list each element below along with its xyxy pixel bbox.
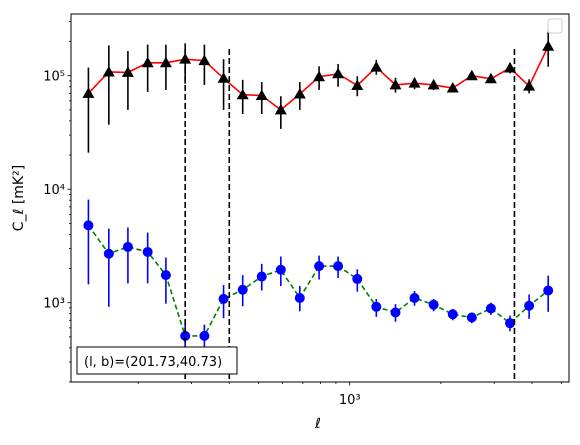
data-point xyxy=(466,312,477,323)
data-point xyxy=(447,309,458,320)
x-tick-label: 10³ xyxy=(339,393,361,408)
data-point xyxy=(313,70,326,82)
data-point xyxy=(409,292,420,303)
y-tick-label: 10³ xyxy=(43,297,65,312)
data-point xyxy=(180,330,191,341)
data-point xyxy=(351,79,364,91)
data-point xyxy=(121,66,134,77)
data-point xyxy=(352,273,363,284)
annotation-frame xyxy=(76,346,238,375)
x-axis-label: ℓ xyxy=(314,416,321,432)
y-axis-label: C_ℓ [mK²] xyxy=(11,165,27,231)
data-point xyxy=(274,103,287,115)
plot-frame xyxy=(70,13,570,383)
data-point xyxy=(159,56,172,68)
data-point xyxy=(83,220,94,231)
data-point xyxy=(142,246,153,257)
data-point xyxy=(122,241,133,252)
y-tick-label: 10⁵ xyxy=(43,70,65,85)
annotation-box: (l, b)=(201.73,40.73) xyxy=(76,346,238,375)
series-1 xyxy=(82,31,555,153)
data-point xyxy=(198,54,211,66)
series-2 xyxy=(83,199,554,348)
data-point xyxy=(370,61,383,72)
tick-layer: 10³ 10⁴ 10⁵ 10³ xyxy=(43,21,562,408)
data-point xyxy=(523,80,536,91)
data-point xyxy=(199,330,210,341)
data-point xyxy=(103,248,114,259)
data-point xyxy=(293,88,306,99)
data-point xyxy=(371,301,382,312)
data-point xyxy=(314,261,325,272)
data-point xyxy=(390,307,401,318)
data-point xyxy=(446,81,459,93)
data-point xyxy=(256,271,267,282)
y-tick-label: 10⁴ xyxy=(43,183,65,198)
annotation-text: (l, b)=(201.73,40.73) xyxy=(84,355,222,370)
data-point xyxy=(275,264,286,275)
data-point xyxy=(102,65,115,77)
series-line xyxy=(87,224,549,337)
legend-box xyxy=(547,18,563,34)
data-point xyxy=(524,300,535,311)
data-point xyxy=(333,261,344,272)
data-point xyxy=(389,78,402,90)
data-point xyxy=(160,270,171,281)
data-point xyxy=(543,285,554,296)
data-point xyxy=(236,88,249,100)
data-point xyxy=(237,284,248,295)
data-point xyxy=(504,62,517,73)
data-point xyxy=(332,67,345,79)
data-point xyxy=(82,87,95,98)
data-point xyxy=(485,303,496,314)
data-point xyxy=(465,69,478,81)
data-point xyxy=(542,40,555,51)
data-point xyxy=(255,89,268,100)
data-point xyxy=(428,299,439,310)
data-point xyxy=(505,318,516,329)
data-point xyxy=(294,292,305,303)
data-point xyxy=(484,72,497,84)
data-point xyxy=(217,72,230,83)
series-layer xyxy=(82,31,555,348)
data-point xyxy=(427,78,440,90)
data-point xyxy=(408,77,421,88)
data-point xyxy=(218,293,229,304)
data-point xyxy=(141,56,154,68)
vline-layer xyxy=(184,49,516,382)
